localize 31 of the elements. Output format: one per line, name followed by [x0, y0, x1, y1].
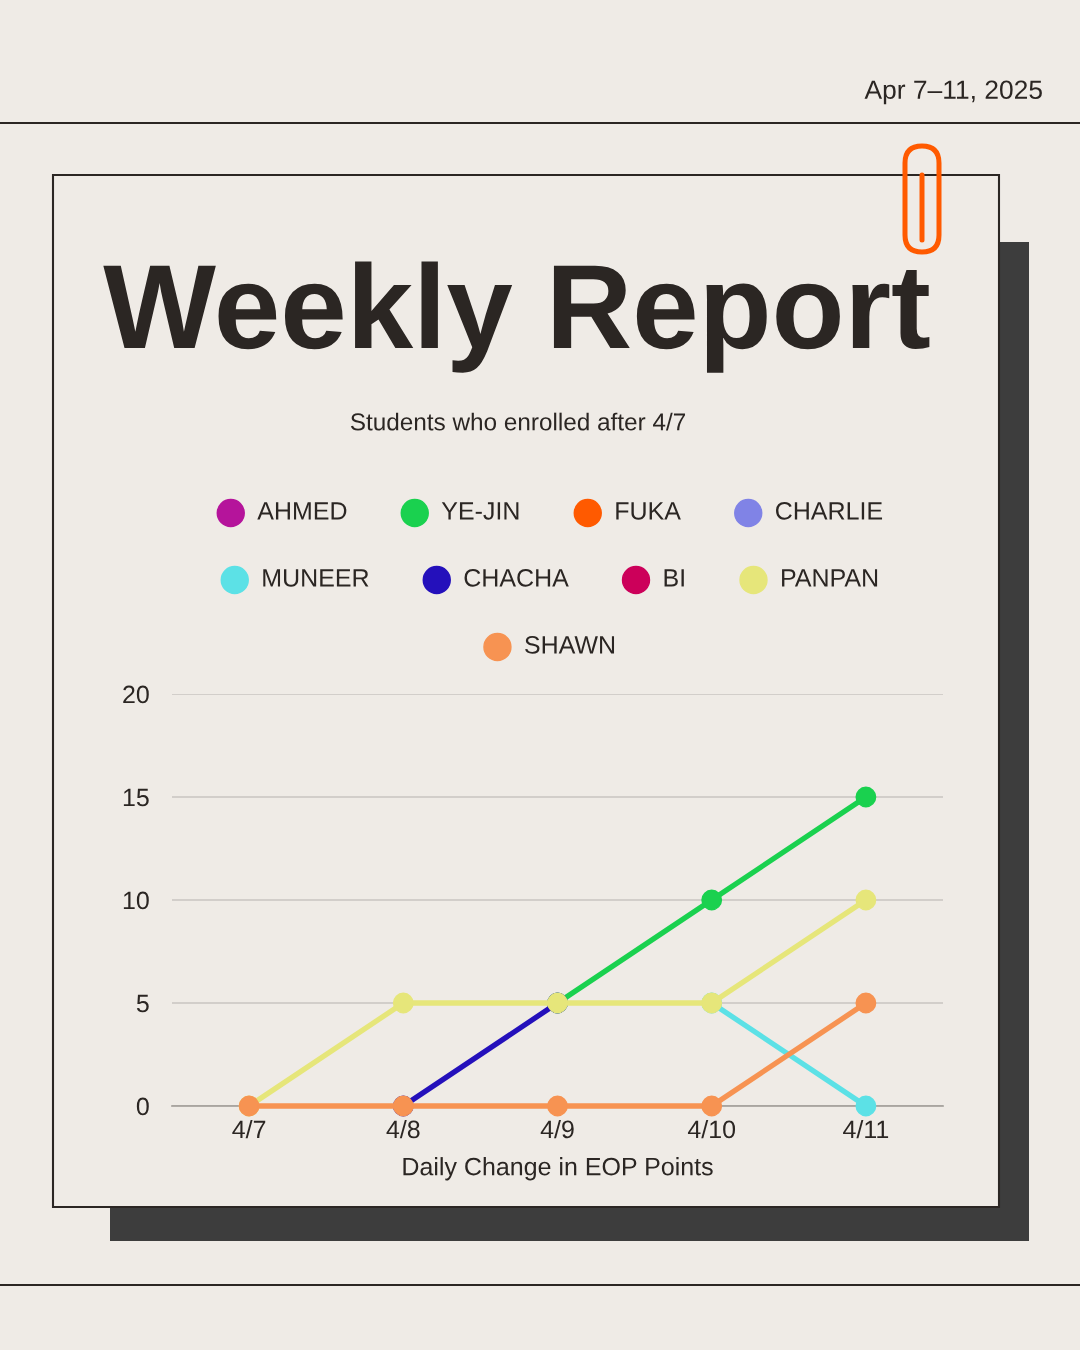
x-tick-label: 4/10: [687, 1119, 736, 1139]
point: [855, 992, 877, 1014]
point: [392, 992, 414, 1014]
text: Apr 7–11, 2025: [864, 80, 1042, 105]
x-tick-label: 4/11: [843, 1119, 889, 1139]
point: [547, 1095, 568, 1117]
legend-label: PANPAN: [782, 569, 878, 587]
legend-label: FUKA: [616, 502, 681, 520]
legend-label: SHAWN: [525, 636, 615, 654]
x-axis-title: Daily Change in EOP Points: [403, 1157, 713, 1181]
point: [855, 1095, 877, 1117]
legend-label: CHACHA: [464, 569, 569, 587]
y-tick-label: 15: [123, 788, 149, 807]
y-tick-label: 0: [136, 1097, 149, 1116]
point: [855, 889, 877, 911]
legend-label: AHMED: [257, 502, 347, 520]
chart-subtitle: Students who enrolled after 4/7: [350, 412, 686, 431]
x-tick-label: 4/8: [386, 1119, 420, 1139]
point: [855, 786, 877, 808]
x-tick-label: 4/9: [540, 1119, 574, 1139]
y-tick-label: 5: [136, 994, 149, 1013]
legend-label: CHARLIE: [776, 502, 883, 520]
legend-label: YE-JIN: [441, 502, 519, 520]
chart-title: Weekly Report: [103, 261, 930, 373]
point: [701, 889, 723, 911]
y-tick-label: 20: [123, 685, 149, 704]
legend-label: MUNEER: [263, 569, 369, 587]
legend-label: BI: [664, 569, 684, 587]
y-tick-label: 10: [123, 891, 149, 910]
point: [701, 1095, 723, 1117]
x-tick-label: 4/7: [232, 1119, 266, 1139]
